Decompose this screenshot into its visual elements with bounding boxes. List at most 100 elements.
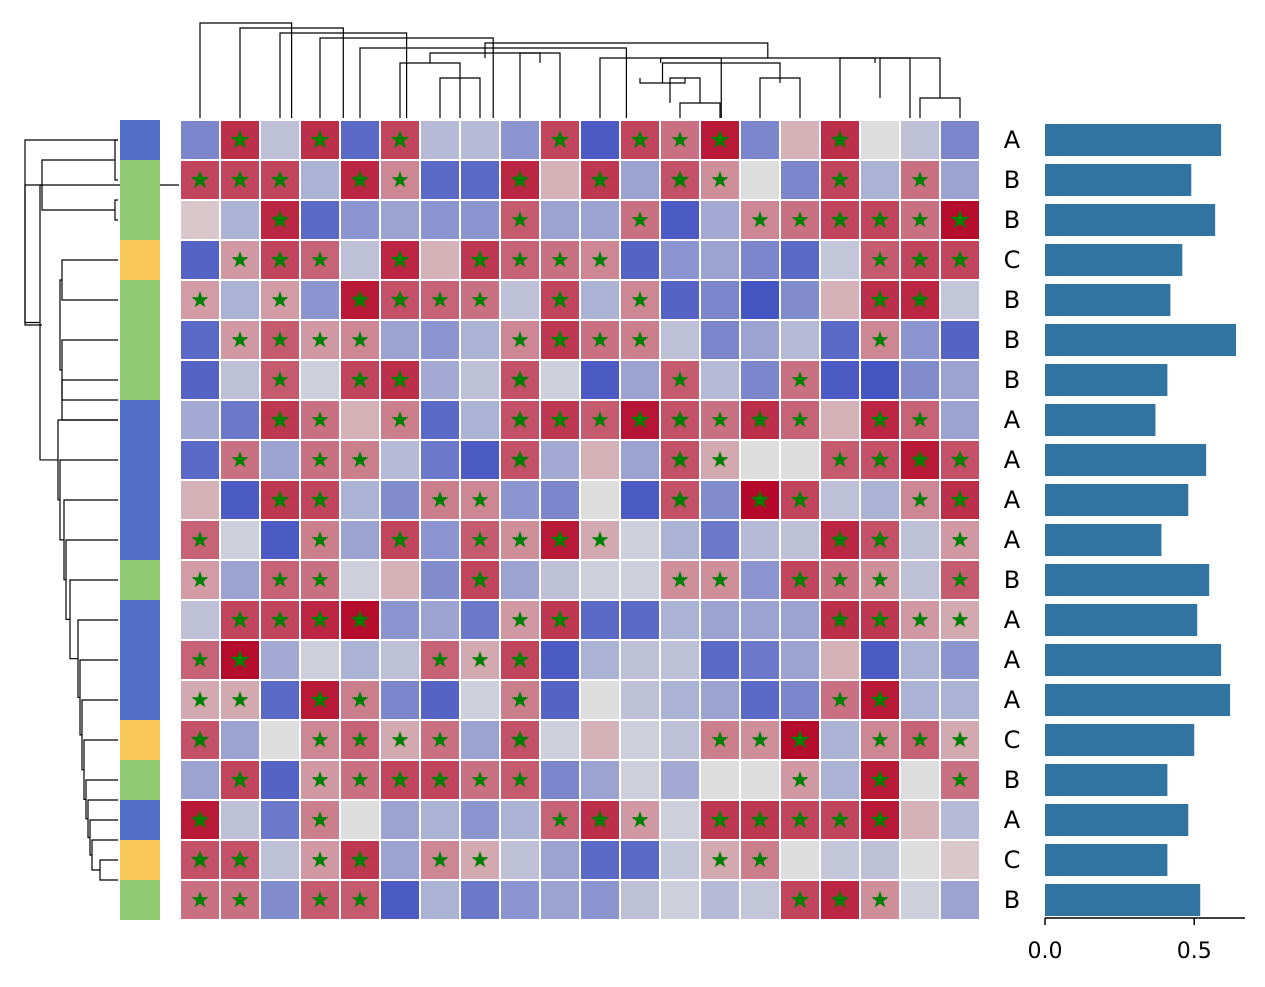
- group-color-cell: [120, 600, 160, 640]
- significance-star-icon: [311, 571, 329, 588]
- significance-star-icon: [711, 851, 729, 868]
- significance-star-icon: [710, 810, 730, 829]
- heatmap-cell: [779, 599, 821, 641]
- significance-star-icon: [871, 251, 889, 268]
- significance-star-icon: [550, 410, 570, 429]
- significance-star-icon: [790, 810, 810, 829]
- heatmap-cell: [859, 839, 901, 881]
- significance-star-icon: [831, 691, 849, 708]
- significance-star-icon: [471, 651, 489, 668]
- significance-star-icon: [190, 170, 210, 189]
- significance-star-icon: [870, 690, 890, 709]
- heatmap-cell: [299, 359, 341, 401]
- group-color-cell: [120, 480, 160, 520]
- significance-star-icon: [871, 331, 889, 348]
- significance-star-icon: [270, 170, 290, 189]
- heatmap-cell: [699, 199, 741, 241]
- significance-star-icon: [470, 570, 490, 589]
- heatmap-cell: [739, 319, 781, 361]
- significance-star-icon: [270, 490, 290, 509]
- heatmap-cell: [619, 479, 661, 521]
- heatmap-cell: [539, 359, 581, 401]
- heatmap-cell: [179, 479, 221, 521]
- significance-star-icon: [670, 170, 690, 189]
- dendrogram-link: [81, 699, 118, 771]
- row-label: B: [1004, 766, 1020, 794]
- significance-star-icon: [391, 171, 409, 188]
- heatmap-cell: [339, 119, 381, 161]
- heatmap-cell: [699, 479, 741, 521]
- heatmap-cell: [419, 679, 461, 721]
- heatmap-cell: [499, 479, 541, 521]
- significance-star-icon: [191, 651, 209, 668]
- dendrogram-link: [87, 799, 118, 839]
- significance-star-icon: [830, 810, 850, 829]
- row-label: B: [1004, 366, 1020, 394]
- significance-star-icon: [830, 530, 850, 549]
- heatmap-cell: [219, 799, 261, 841]
- significance-star-icon: [191, 571, 209, 588]
- heatmap-cell: [419, 879, 461, 921]
- significance-star-icon: [511, 211, 529, 228]
- significance-star-icon: [311, 331, 329, 348]
- heatmap-cell: [899, 679, 941, 721]
- significance-star-icon: [550, 290, 570, 309]
- significance-star-icon: [230, 170, 250, 189]
- heatmap-cell: [579, 199, 621, 241]
- significance-star-icon: [550, 530, 570, 549]
- significance-star-icon: [711, 451, 729, 468]
- significance-star-icon: [510, 410, 530, 429]
- heatmap-cell: [419, 799, 461, 841]
- row-label: C: [1004, 246, 1021, 274]
- significance-star-icon: [231, 691, 249, 708]
- significance-star-icon: [671, 571, 689, 588]
- significance-star-icon: [311, 891, 329, 908]
- significance-star-icon: [231, 331, 249, 348]
- heatmap-cell: [779, 279, 821, 321]
- significance-star-icon: [631, 811, 649, 828]
- bar: [1045, 844, 1168, 876]
- row-group-color-strip: [120, 120, 160, 920]
- heatmap-cell: [819, 799, 861, 841]
- dendrogram-link: [919, 97, 961, 118]
- heatmap-cell: [619, 359, 661, 401]
- heatmap-cell: [179, 359, 221, 401]
- bar: [1045, 804, 1189, 836]
- heatmap-cell: [179, 399, 221, 441]
- heatmap-cell: [459, 399, 501, 441]
- heatmap-cell: [899, 359, 941, 401]
- significance-star-icon: [311, 251, 329, 268]
- bar: [1045, 884, 1201, 916]
- significance-star-icon: [431, 491, 449, 508]
- significance-star-icon: [471, 851, 489, 868]
- heatmap-cell: [819, 279, 861, 321]
- group-color-cell: [120, 720, 160, 760]
- significance-star-icon: [230, 850, 250, 869]
- heatmap-cell: [459, 199, 501, 241]
- group-color-cell: [120, 200, 160, 240]
- significance-star-icon: [270, 250, 290, 269]
- significance-star-icon: [351, 331, 369, 348]
- significance-star-icon: [390, 370, 410, 389]
- significance-star-icon: [631, 331, 649, 348]
- heatmap-cell: [939, 399, 981, 441]
- heatmap-cell: [699, 639, 741, 681]
- heatmap-cell: [619, 879, 661, 921]
- heatmap-cell: [619, 719, 661, 761]
- significance-star-icon: [871, 571, 889, 588]
- heatmap-cell: [419, 519, 461, 561]
- heatmap-cell: [699, 599, 741, 641]
- heatmap-cell: [459, 719, 501, 761]
- heatmap-cell: [499, 279, 541, 321]
- significance-star-icon: [471, 771, 489, 788]
- heatmap-cell: [819, 319, 861, 361]
- heatmap-cell: [699, 679, 741, 721]
- heatmap-cell: [179, 119, 221, 161]
- significance-star-icon: [951, 611, 969, 628]
- significance-star-icon: [511, 771, 529, 788]
- heatmap-cell: [659, 279, 701, 321]
- bar: [1045, 164, 1192, 196]
- heatmap-cell: [219, 359, 261, 401]
- row-label: C: [1004, 726, 1021, 754]
- significance-star-icon: [270, 410, 290, 429]
